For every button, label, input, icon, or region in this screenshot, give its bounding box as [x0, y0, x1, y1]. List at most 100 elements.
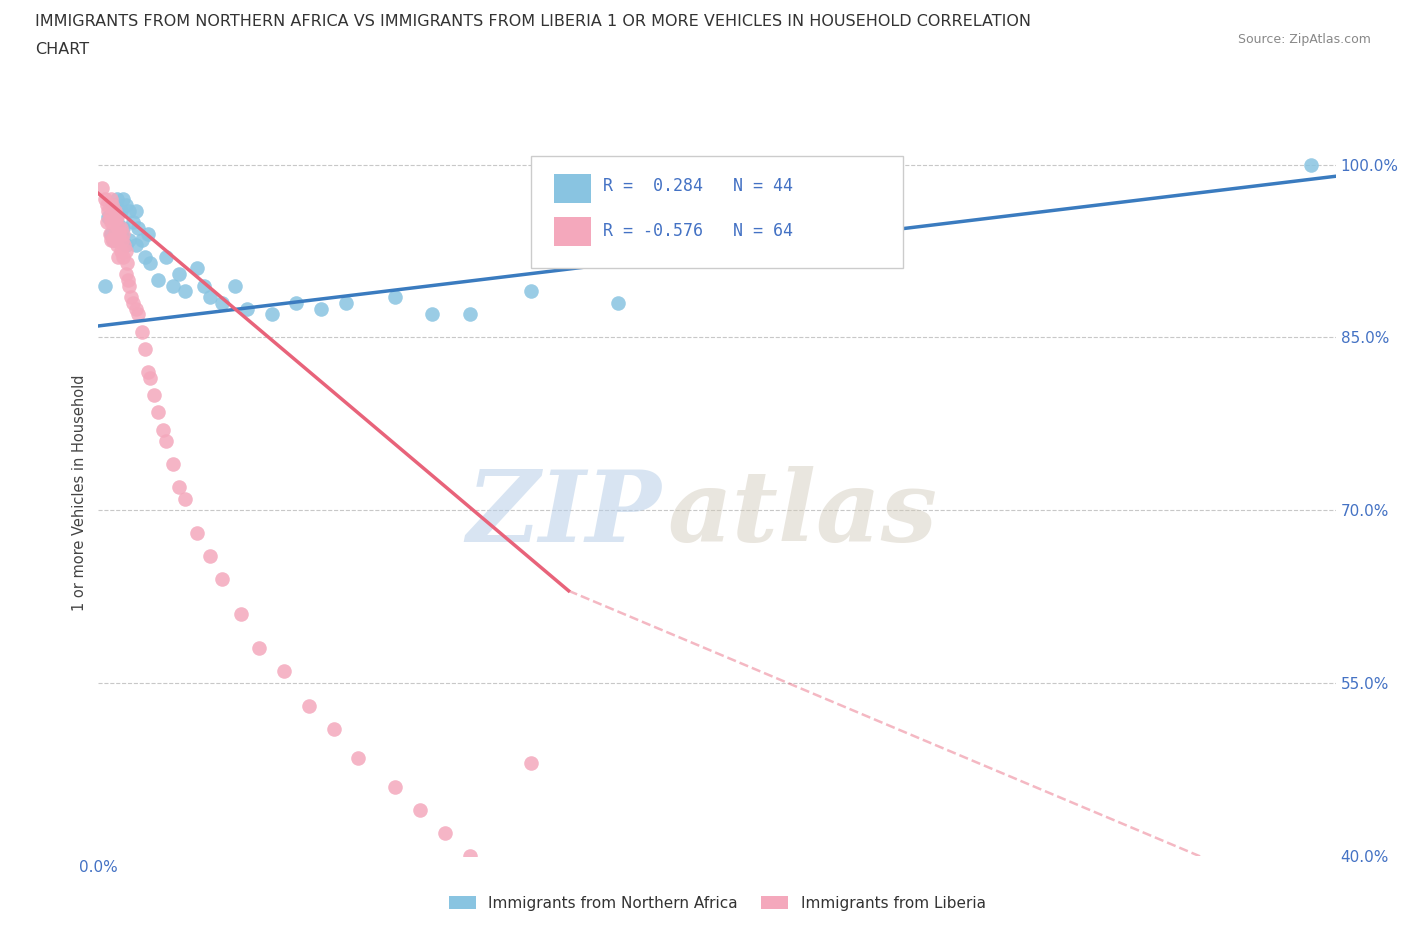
Point [97, 204, 120, 219]
Point [112, 238, 135, 253]
Point [101, 197, 124, 212]
Point [131, 232, 153, 247]
Point [198, 549, 221, 564]
Point [124, 301, 146, 316]
Text: R =  0.284   N = 44: R = 0.284 N = 44 [603, 177, 793, 195]
Point [409, 802, 432, 817]
Point [105, 215, 128, 230]
Point [107, 220, 129, 235]
Point [105, 192, 128, 206]
Y-axis label: 1 or more Vehicles in Household: 1 or more Vehicles in Household [72, 375, 87, 611]
Point [229, 606, 252, 621]
Point [97, 209, 120, 224]
Point [114, 197, 136, 212]
Point [422, 307, 444, 322]
Point [247, 641, 270, 656]
Point [162, 278, 184, 293]
Point [174, 284, 197, 299]
Point [96, 215, 118, 230]
Point [103, 232, 125, 247]
Point [433, 825, 456, 840]
Point [384, 290, 406, 305]
Point [110, 220, 132, 235]
Point [134, 249, 156, 264]
Point [93, 192, 115, 206]
Point [146, 272, 169, 287]
Point [107, 249, 129, 264]
FancyBboxPatch shape [554, 218, 591, 246]
Point [136, 365, 159, 379]
Point [100, 226, 122, 241]
Point [110, 244, 132, 259]
Point [155, 433, 177, 448]
Point [122, 215, 145, 230]
Point [1299, 157, 1322, 172]
Point [112, 220, 135, 235]
Point [236, 301, 259, 316]
Point [112, 192, 135, 206]
Point [134, 341, 156, 356]
Text: IMMIGRANTS FROM NORTHERN AFRICA VS IMMIGRANTS FROM LIBERIA 1 OR MORE VEHICLES IN: IMMIGRANTS FROM NORTHERN AFRICA VS IMMIG… [35, 14, 1031, 29]
Point [115, 255, 138, 270]
FancyBboxPatch shape [531, 155, 903, 268]
Text: atlas: atlas [668, 467, 938, 563]
Point [136, 226, 159, 241]
Point [520, 284, 543, 299]
Point [103, 204, 125, 219]
Point [309, 301, 332, 316]
Point [110, 226, 132, 241]
Point [384, 779, 406, 794]
Point [114, 244, 136, 259]
Point [118, 278, 141, 293]
Point [104, 209, 127, 224]
Point [273, 664, 295, 679]
Point [118, 204, 141, 219]
Point [146, 405, 169, 419]
Text: R = -0.576   N = 64: R = -0.576 N = 64 [603, 222, 793, 240]
Point [533, 895, 555, 910]
Point [298, 698, 321, 713]
Point [186, 525, 208, 540]
Point [260, 307, 283, 322]
Point [139, 370, 162, 385]
Point [103, 226, 125, 241]
Point [167, 267, 190, 282]
Legend: Immigrants from Northern Africa, Immigrants from Liberia: Immigrants from Northern Africa, Immigra… [443, 890, 991, 917]
Point [103, 232, 125, 247]
Point [100, 192, 122, 206]
Point [100, 215, 122, 230]
Point [114, 238, 136, 253]
Point [335, 296, 357, 311]
Point [122, 296, 145, 311]
Point [112, 226, 135, 241]
Point [495, 871, 517, 886]
Point [285, 296, 308, 311]
Point [458, 307, 481, 322]
Point [105, 238, 128, 253]
Point [112, 249, 135, 264]
Point [131, 325, 153, 339]
Point [127, 220, 149, 235]
Point [322, 722, 344, 737]
Point [100, 232, 122, 247]
Point [93, 278, 115, 293]
Text: ZIP: ZIP [467, 467, 661, 563]
Point [174, 491, 197, 506]
Point [607, 296, 630, 311]
Point [98, 209, 121, 224]
Point [117, 272, 139, 287]
Point [114, 267, 136, 282]
FancyBboxPatch shape [554, 174, 591, 203]
Point [458, 848, 481, 863]
Point [104, 232, 127, 247]
Point [105, 209, 128, 224]
Point [152, 422, 174, 437]
Point [110, 204, 132, 219]
Point [108, 226, 131, 241]
Point [347, 751, 370, 765]
Point [167, 480, 190, 495]
Point [139, 255, 162, 270]
Text: Source: ZipAtlas.com: Source: ZipAtlas.com [1237, 33, 1371, 46]
Point [118, 232, 141, 247]
Point [198, 290, 221, 305]
